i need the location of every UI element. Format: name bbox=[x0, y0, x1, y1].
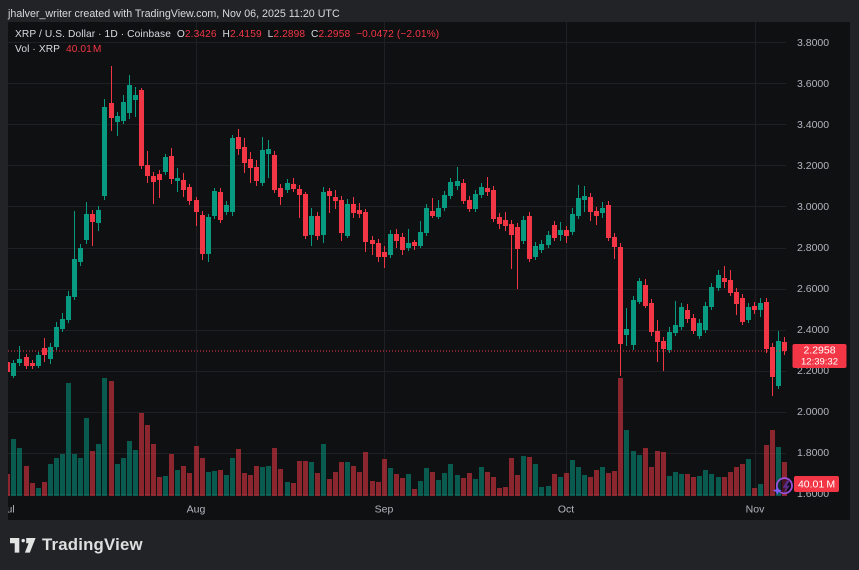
svg-text:12:39:32: 12:39:32 bbox=[801, 357, 838, 368]
svg-text:3.4000: 3.4000 bbox=[797, 119, 829, 131]
svg-text:Jul: Jul bbox=[8, 504, 15, 516]
svg-text:40.01 M: 40.01 M bbox=[798, 479, 835, 491]
svg-text:3.0000: 3.0000 bbox=[797, 201, 829, 213]
svg-text:1.8000: 1.8000 bbox=[797, 447, 829, 459]
svg-text:2.8000: 2.8000 bbox=[797, 242, 829, 254]
svg-text:Aug: Aug bbox=[187, 504, 206, 516]
svg-text:Sep: Sep bbox=[375, 504, 394, 516]
svg-text:2.6000: 2.6000 bbox=[797, 283, 829, 295]
svg-text:3.2000: 3.2000 bbox=[797, 160, 829, 172]
svg-text:2.2000: 2.2000 bbox=[797, 365, 829, 377]
svg-text:3.8000: 3.8000 bbox=[797, 37, 829, 49]
svg-text:2.4000: 2.4000 bbox=[797, 324, 829, 336]
svg-text:3.6000: 3.6000 bbox=[797, 78, 829, 90]
svg-text:2.2958: 2.2958 bbox=[803, 345, 835, 357]
svg-text:Nov: Nov bbox=[746, 504, 765, 516]
svg-text:2.0000: 2.0000 bbox=[797, 406, 829, 418]
svg-text:Oct: Oct bbox=[558, 504, 574, 516]
